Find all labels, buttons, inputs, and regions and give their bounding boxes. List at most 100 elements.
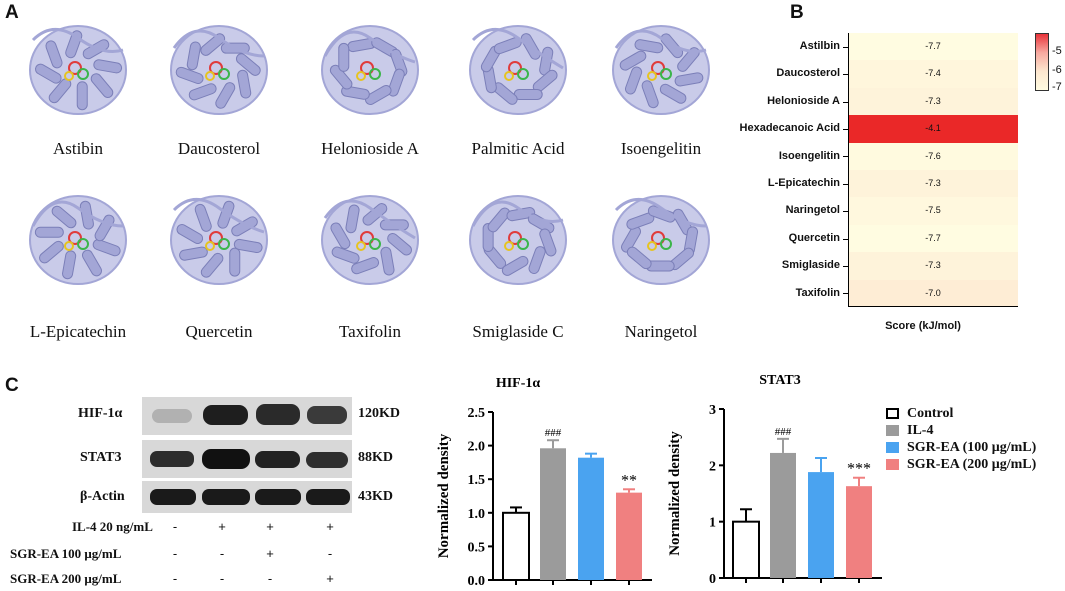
significance-label: ** — [621, 472, 637, 489]
significance-label: *** — [847, 461, 871, 478]
protein-structure — [170, 25, 268, 115]
condition-label-il4: IL-4 20 ng/mL — [72, 519, 153, 534]
panel-label-c: C — [5, 375, 19, 396]
condition-sign: - — [267, 571, 273, 586]
heatmap-row-label: Daucosterol — [776, 67, 840, 80]
band — [202, 489, 250, 505]
band — [306, 489, 350, 505]
heatmap-cell: -7.3 — [848, 87, 1018, 116]
condition-label-sgr200: SGR-EA 200 μg/mL — [10, 571, 122, 586]
colorbar-tick-3: -7 — [1052, 81, 1062, 93]
bar — [846, 486, 872, 578]
band — [255, 451, 300, 468]
legend-label: IL-4 — [907, 423, 934, 438]
heatmap-row-label: Smiglaside — [781, 259, 840, 272]
chart-title: STAT3 — [759, 373, 801, 388]
band — [203, 405, 248, 425]
protein-structure — [612, 195, 710, 285]
condition-sign: - — [172, 546, 178, 561]
condition-sign: - — [327, 546, 333, 561]
y-tick-label: 1.5 — [468, 473, 486, 488]
structure-label: Quercetin — [185, 322, 253, 341]
heatmap-row-label: Astilbin — [799, 40, 840, 52]
y-tick-label: 3 — [709, 403, 716, 418]
heatmap-tick — [843, 238, 848, 240]
heatmap-cell: -7.3 — [848, 170, 1018, 198]
legend-swatch — [886, 459, 899, 470]
protein-structure — [612, 25, 710, 115]
panel-label-a: A — [5, 2, 19, 23]
heatmap-tick — [843, 211, 848, 213]
protein-structure — [321, 195, 419, 285]
blot-size-stat3: 88KD — [358, 450, 393, 465]
heatmap-cell: -7.6 — [848, 142, 1018, 170]
protein-structure — [170, 195, 268, 285]
legend-label: SGR-EA (200 μg/mL) — [907, 457, 1037, 472]
bar — [540, 448, 566, 580]
condition-sign: + — [326, 571, 334, 586]
y-tick-label: 0.0 — [468, 574, 486, 589]
heatmap-row-label: Helonioside A — [767, 94, 840, 107]
protein-structure — [469, 25, 567, 115]
bar — [808, 472, 834, 578]
structure-label: Smiglaside C — [472, 322, 564, 341]
legend-label: Control — [907, 406, 954, 421]
significance-label: ### — [545, 427, 562, 439]
protein-structure — [29, 25, 127, 115]
legend-swatch — [886, 408, 899, 419]
heatmap-tick — [843, 46, 848, 48]
protein-structure — [321, 25, 419, 115]
heatmap-cell: -7.5 — [848, 197, 1018, 225]
condition-label-sgr100: SGR-EA 100 μg/mL — [10, 546, 122, 561]
y-axis-label: Normalized density — [667, 431, 683, 556]
legend-swatch — [886, 442, 899, 453]
band — [150, 451, 194, 467]
condition-sign: + — [266, 519, 274, 534]
structure-label: Helonioside A — [321, 139, 419, 158]
heatmap-xlabel: Score (kJ/mol) — [885, 320, 961, 332]
panel-label-b: B — [790, 2, 804, 23]
y-tick-label: 1.0 — [468, 507, 486, 522]
blot-label-hif1a: HIF-1α — [78, 406, 123, 421]
y-axis-label: Normalized density — [436, 433, 452, 558]
heatmap-tick — [843, 74, 848, 76]
condition-sign: + — [218, 519, 226, 534]
structure-label: Taxifolin — [338, 322, 402, 341]
colorbar-tick-2: -6 — [1052, 64, 1062, 76]
colorbar-tick-1: -5 — [1052, 45, 1062, 57]
y-tick-label: 2.0 — [468, 440, 486, 455]
heatmap-tick — [843, 183, 848, 185]
chart-title: HIF-1α — [496, 376, 541, 391]
heatmap-tick — [843, 265, 848, 267]
condition-sign: + — [266, 546, 274, 561]
bar-chart-1: HIF-1α Normalized density 0.0 0.5 1.0 1.5 2.0 2… — [436, 376, 652, 589]
y-tick-label: 1 — [709, 516, 716, 531]
structure-label: L-Epicatechin — [29, 322, 127, 341]
significance-label: ### — [775, 426, 792, 438]
heatmap-cell: -7.4 — [848, 60, 1018, 88]
heatmap-cell: -7.3 — [848, 252, 1018, 280]
heatmap-row-label: Taxifolin — [795, 286, 840, 299]
blot-label-actin: β-Actin — [80, 489, 125, 504]
band — [202, 449, 250, 469]
band — [256, 404, 300, 425]
blot-size-actin: 43KD — [358, 489, 393, 504]
heatmap-row-label: Quercetin — [788, 231, 840, 244]
heatmap-tick — [843, 101, 848, 103]
heatmap-cell: -4.1 — [848, 115, 1018, 143]
legend-label: SGR-EA (100 μg/mL) — [907, 440, 1037, 455]
y-tick-label: 0 — [709, 572, 716, 587]
structure-label: Daucosterol — [177, 139, 261, 158]
heatmap-tick — [843, 293, 848, 295]
y-tick-label: 2 — [709, 459, 716, 474]
colorbar — [1035, 33, 1049, 91]
condition-sign: - — [172, 519, 178, 534]
condition-sign: - — [219, 571, 225, 586]
bar — [770, 452, 796, 578]
band — [306, 452, 348, 468]
blot-size-hif1a: 120KD — [358, 406, 400, 421]
heatmap-cell: -7.0 — [848, 279, 1018, 307]
structure-label: Astibin — [52, 139, 104, 158]
structure-label: Naringetol — [624, 322, 698, 341]
